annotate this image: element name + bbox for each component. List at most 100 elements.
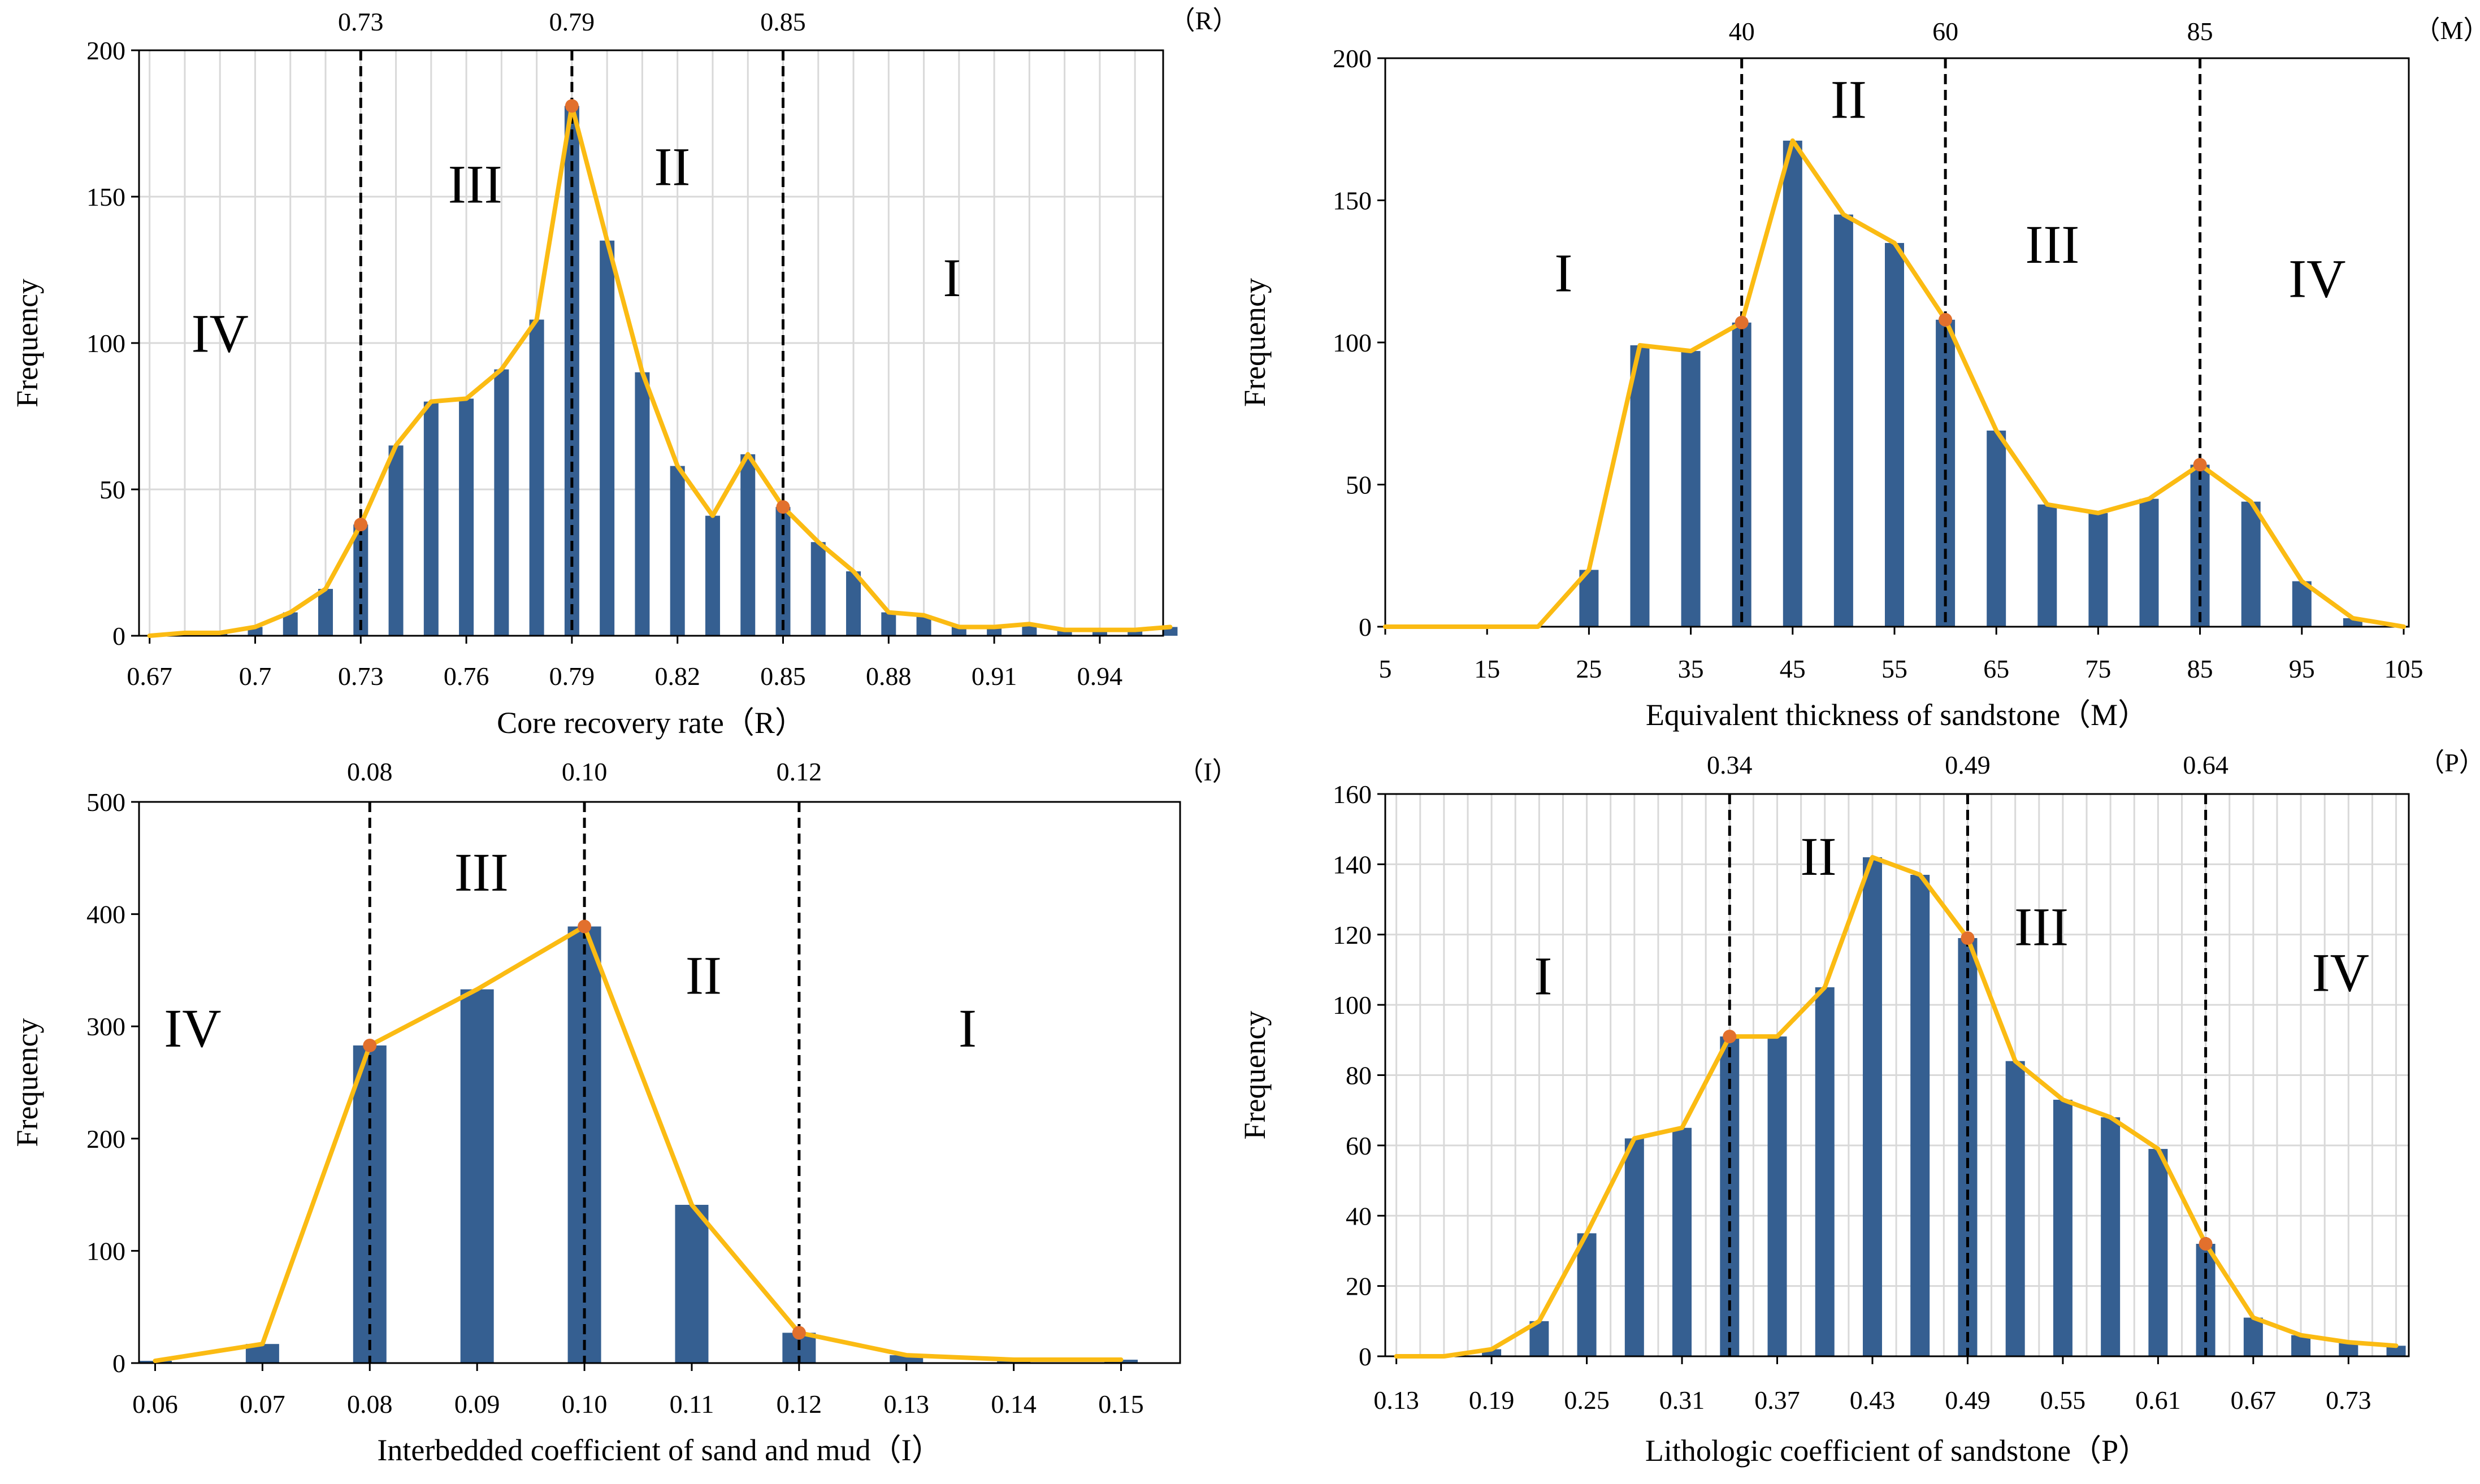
bar [1577, 1233, 1597, 1356]
x-tick-label: 0.7 [239, 662, 272, 691]
bar [1672, 1127, 1692, 1356]
y-tick-label: 100 [1333, 328, 1372, 357]
x-tick-label: 35 [1678, 654, 1704, 683]
x-tick-label: 0.55 [2040, 1386, 2086, 1414]
axis-tag: （P） [2418, 748, 2480, 777]
thresholds: 0.73 0.79 0.85 [338, 7, 806, 636]
y-tick-label: 100 [86, 1236, 125, 1265]
bar [423, 401, 439, 636]
zone-label: IV [2288, 249, 2345, 309]
bar [2005, 1061, 2025, 1356]
y-tick-label: 80 [1346, 1061, 1372, 1090]
x-tick-label: 0.09 [454, 1390, 500, 1418]
bar [494, 369, 509, 636]
axis-tag: （M） [2414, 16, 2480, 45]
x-tick-label: 0.06 [132, 1390, 178, 1418]
bar [705, 515, 720, 636]
chart-equivalent-thickness: 0 50 100 150 200 5 15 25 35 45 55 65 75 85 95 105 Equiva… [1238, 16, 2480, 732]
bar [1987, 430, 2006, 627]
threshold-label: 60 [1932, 17, 1958, 46]
threshold-marker [1939, 313, 1953, 327]
bar [1910, 875, 1930, 1356]
bar [2101, 1117, 2121, 1356]
zone-label: IV [164, 998, 221, 1058]
bar [529, 319, 544, 636]
bar [1022, 624, 1037, 636]
x-tick-label: 0.67 [2231, 1386, 2277, 1414]
threshold-label: 0.12 [777, 757, 822, 786]
threshold-marker [578, 919, 592, 934]
x-tick-label: 15 [1474, 654, 1500, 683]
x-tick-label: 0.15 [1098, 1390, 1144, 1418]
threshold-marker [1961, 931, 1975, 945]
threshold-label: 0.49 [1945, 750, 1991, 779]
threshold-marker [776, 500, 790, 514]
y-tick-label: 200 [1333, 44, 1372, 73]
bar [810, 542, 826, 636]
zone-label: III [454, 842, 509, 902]
bar [1681, 351, 1701, 627]
bar [635, 372, 650, 636]
bar [1833, 214, 1853, 627]
y-tick-label: 0 [1359, 1342, 1372, 1371]
threshold-label: 0.85 [760, 7, 806, 36]
threshold-label: 0.10 [562, 757, 608, 786]
x-tick-label: 0.67 [127, 662, 172, 691]
y-tick-label: 500 [86, 788, 125, 817]
threshold-marker [1735, 315, 1749, 329]
threshold-label: 0.64 [2183, 750, 2228, 779]
x-axis-label: Interbedded coefficient of sand and mud（… [377, 1433, 942, 1467]
bar [881, 612, 896, 636]
bar [2292, 581, 2312, 627]
x-tick-label: 0.37 [1754, 1386, 1800, 1414]
axis-tag: （R） [1169, 6, 1239, 35]
y-tick-label: 0 [112, 622, 125, 650]
zone-label: III [448, 154, 502, 214]
y-tick-label: 0 [1359, 613, 1372, 641]
bar [1862, 857, 1882, 1356]
y-axis-label: Frequency [10, 279, 44, 407]
x-axis-label: Equivalent thickness of sandstone（M） [1646, 698, 2148, 732]
bar [1624, 1138, 1644, 1356]
y-tick-label: 120 [1333, 921, 1372, 949]
y-axis-label: Frequency [1238, 1011, 1272, 1140]
plot-frame [138, 801, 1181, 1364]
zone-label: II [654, 136, 690, 197]
y-tick-label: 20 [1346, 1272, 1372, 1301]
bar [2053, 1100, 2073, 1356]
x-axis-label: Core recovery rate（R） [497, 706, 805, 740]
threshold-marker [565, 99, 579, 113]
x-tick-label: 75 [2085, 654, 2111, 683]
y-tick-label: 60 [1346, 1131, 1372, 1160]
zone-label: IV [2312, 942, 2369, 1003]
bar [740, 454, 756, 636]
threshold-label: 0.79 [549, 7, 595, 36]
bar [1783, 140, 1802, 627]
x-tick-label: 95 [2289, 654, 2315, 683]
bar [1815, 987, 1835, 1356]
y-axis: 0 20 40 60 80 100 120 140 160 [1333, 780, 1385, 1371]
frequency-line [1394, 854, 2399, 1359]
x-tick-label: 0.19 [1469, 1386, 1515, 1414]
bar [1767, 1036, 1787, 1356]
bar [1092, 630, 1107, 636]
bar [2243, 1317, 2263, 1356]
y-tick-label: 160 [1333, 780, 1372, 809]
threshold-marker [354, 518, 368, 532]
x-axis: 0.13 0.19 0.25 0.31 0.37 0.43 0.49 0.55 0.61 0.67… [1373, 1356, 2371, 1414]
thresholds: 0.08 0.10 0.12 [347, 757, 822, 1363]
y-tick-label: 100 [1333, 991, 1372, 1019]
x-tick-label: 65 [1983, 654, 2009, 683]
thresholds: 40 60 85 [1729, 17, 2213, 627]
x-axis: 0.67 0.7 0.73 0.76 0.79 0.82 0.85 0.88 0.91 0.94 [127, 636, 1122, 691]
y-tick-label: 400 [86, 900, 125, 929]
x-tick-label: 0.43 [1850, 1386, 1896, 1414]
x-tick-label: 0.73 [338, 662, 384, 691]
x-tick-label: 85 [2187, 654, 2213, 683]
y-tick-label: 140 [1333, 850, 1372, 879]
y-tick-label: 50 [1346, 471, 1372, 500]
